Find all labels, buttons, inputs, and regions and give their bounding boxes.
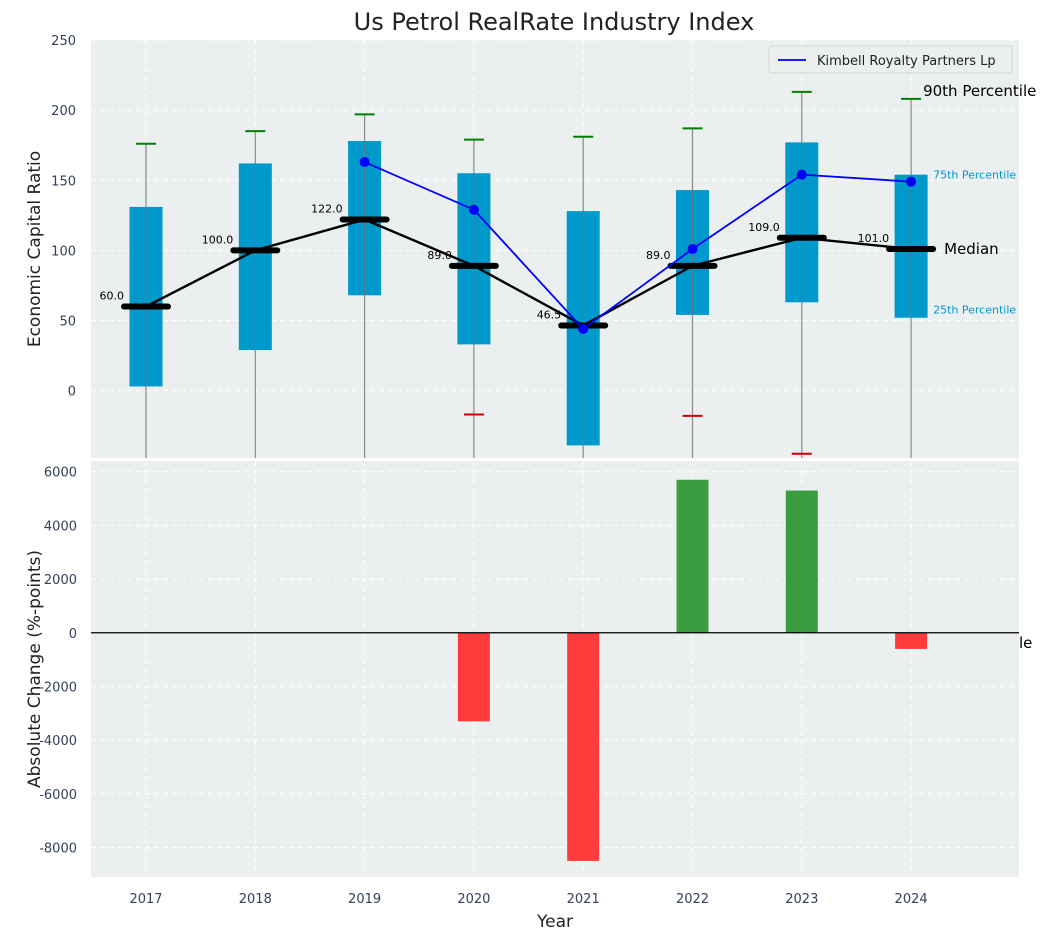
change-bar-2024 bbox=[895, 632, 928, 649]
y-axis-label-top: Economic Capital Ratio bbox=[25, 151, 45, 347]
median-label: 46.5 bbox=[537, 308, 562, 321]
plot-area bbox=[91, 40, 1019, 458]
change-bar-2023 bbox=[785, 490, 818, 633]
legend-label: Kimbell Royalty Partners Lp bbox=[817, 54, 996, 69]
chart-title: Us Petrol RealRate Industry Index bbox=[354, 8, 755, 36]
y-tick-label: 200 bbox=[51, 104, 76, 119]
box-panel: 0 50 100 150 200 250 60.0 100.0 122.0 89.0 46.5 89.… bbox=[25, 34, 1036, 458]
y-tick-label: 250 bbox=[51, 34, 76, 49]
annotation-p90: 90th Percentile bbox=[923, 82, 1036, 100]
median-label: 89.0 bbox=[646, 249, 671, 262]
median-label: 109.0 bbox=[748, 221, 780, 234]
y-tick-label: 6000 bbox=[44, 466, 77, 481]
x-tick-label: 2024 bbox=[895, 892, 928, 907]
legend-box bbox=[768, 45, 1013, 74]
series-point bbox=[687, 244, 698, 254]
y-tick-label: -8000 bbox=[39, 841, 77, 856]
x-tick-label: 2019 bbox=[348, 892, 381, 907]
median-trend-line bbox=[145, 218, 912, 327]
median-label: 101.0 bbox=[858, 232, 890, 245]
y-tick-label: 2000 bbox=[44, 573, 77, 588]
change-panel: -8000 -6000 -4000 -2000 0 2000 4000 6000 2017 201… bbox=[25, 461, 1032, 932]
x-tick-label: 2021 bbox=[567, 892, 600, 907]
plot-background bbox=[91, 40, 1019, 458]
plot-background bbox=[91, 461, 1019, 877]
series-point bbox=[468, 204, 479, 215]
x-axis-label: Year bbox=[536, 912, 573, 932]
change-bar-2020 bbox=[457, 632, 490, 722]
y-tick-label: 4000 bbox=[44, 519, 77, 534]
median-label: 89.0 bbox=[427, 249, 452, 262]
y-axis-label-bottom: Absolute Change (%-points) bbox=[25, 550, 45, 788]
median-label: 60.0 bbox=[100, 290, 125, 303]
x-tick-label: 2022 bbox=[676, 892, 709, 907]
series-line bbox=[364, 161, 912, 331]
y-tick-label: -6000 bbox=[39, 788, 77, 803]
annotation-p75: 75th Percentile bbox=[933, 169, 1016, 182]
x-tick-label: 2020 bbox=[457, 892, 490, 907]
median-label: 122.0 bbox=[311, 203, 343, 216]
y-tick-label: -4000 bbox=[39, 734, 77, 749]
y-tick-label: 0 bbox=[69, 627, 77, 642]
series-point bbox=[359, 157, 370, 168]
y-tick-label: 100 bbox=[51, 244, 76, 259]
x-tick-label: 2018 bbox=[239, 892, 272, 907]
y-tick-label: 0 bbox=[68, 385, 76, 400]
x-tick-label: 2017 bbox=[129, 892, 162, 907]
median-label: 100.0 bbox=[202, 233, 234, 246]
change-bar-2022 bbox=[676, 479, 709, 633]
stray-annotation: le bbox=[1019, 634, 1032, 652]
y-tick-label: 150 bbox=[51, 174, 76, 189]
legend: Kimbell Royalty Partners Lp bbox=[768, 45, 1013, 74]
annotation-p25: 25th Percentile bbox=[933, 304, 1016, 317]
x-tick-label: 2023 bbox=[785, 892, 818, 907]
change-bar-2021 bbox=[567, 632, 600, 861]
series-point bbox=[906, 176, 917, 187]
series-point bbox=[796, 169, 807, 180]
y-tick-label: 50 bbox=[59, 315, 76, 330]
annotation-median: Median bbox=[944, 240, 999, 258]
series-point bbox=[578, 323, 589, 334]
y-tick-label: -2000 bbox=[39, 680, 77, 695]
